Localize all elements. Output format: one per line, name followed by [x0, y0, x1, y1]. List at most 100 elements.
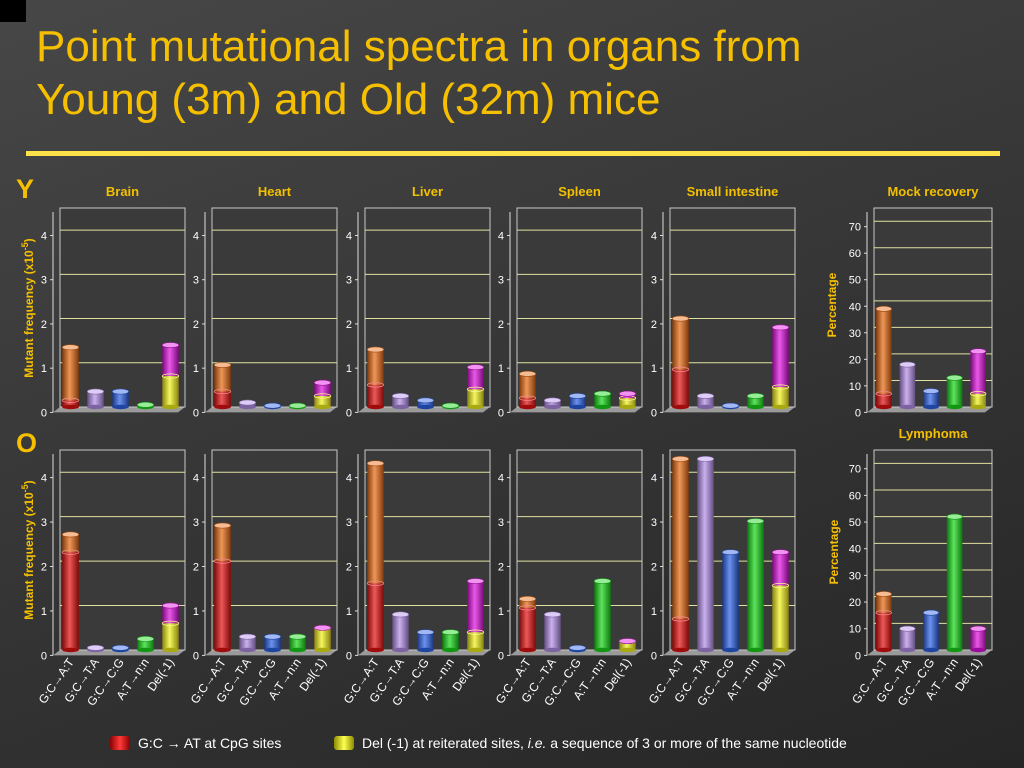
chart-o-col1-bar-del-1-base — [162, 647, 179, 653]
chart-y-liver-bar-g-c-a-t-base — [367, 404, 384, 410]
chart-o-col5-bar-del-1-subset — [772, 585, 789, 650]
chart-o-lymphoma-tick-label: 20 — [849, 597, 861, 609]
chart-o-col4-bar-del-1 — [618, 638, 637, 653]
chart-y-liver-bar-del-1-subset — [467, 389, 484, 407]
chart-y-brain-bar-del-1-cap — [161, 342, 180, 348]
chart-o-col2-bar-g-c-a-t-base — [214, 647, 231, 653]
chart-o-lymphoma-bar-a-t-n-n-base — [946, 647, 963, 653]
chart-o-col4-tick-label: 3 — [498, 517, 504, 529]
chart-y-heart-tick-label: 3 — [193, 275, 199, 287]
chart-o-col4-bar-a-t-n-n — [593, 578, 612, 653]
chart-y-spleen-tick-label: 2 — [498, 319, 504, 331]
chart-o-col2-bar-g-c-t-a-cap — [238, 633, 257, 640]
chart-y-mock-recovery-bar-g-c-t-a-base — [899, 404, 916, 410]
chart-y-liver: 0 1 2 3 4 Liver — [346, 184, 491, 419]
chart-o-col5-bar-del-1-base — [772, 647, 789, 653]
chart-o-col1-category-label: Del(-1) — [144, 656, 177, 694]
chart-o-col5-bar-g-c-a-t-body — [672, 458, 689, 650]
chart-y-brain-bar-g-c-a-t-subset-rim — [61, 397, 80, 403]
chart-o-col1-bar-g-c-a-t-subset — [62, 552, 79, 650]
chart-y-heart-tick-label: 4 — [193, 230, 199, 242]
chart-o-col4-tick-label: 1 — [498, 606, 504, 618]
chart-o-lymphoma-tick-label: 60 — [849, 490, 861, 502]
chart-o-col3-tick-label: 4 — [346, 473, 352, 485]
chart-o-col1-bar-g-c-t-a-cap — [86, 644, 105, 651]
chart-y-brain-tick-label: 0 — [41, 407, 47, 419]
chart-y-mock-recovery-bar-g-c-a-t — [875, 305, 892, 410]
chart-o-col4-tick-label: 2 — [498, 561, 504, 573]
chart-o-col2-bar-g-c-c-g-body — [264, 636, 281, 650]
chart-o-col5-bar-g-c-c-g-base — [722, 647, 739, 653]
chart-o-lymphoma-bar-g-c-t-a-cap — [899, 625, 916, 632]
chart-o-lymphoma-bar-del-1-body — [970, 628, 986, 650]
chart-o-lymphoma-bar-g-c-t-a — [899, 625, 916, 653]
chart-o-col4-bar-del-1-base — [619, 647, 636, 653]
chart-o-col3-bar-a-t-n-n-cap — [441, 629, 460, 636]
chart-o-col2-bar-g-c-a-t-subset — [214, 561, 231, 650]
chart-o-col5-bar-del-1-subset-rim — [771, 582, 790, 589]
chart-o-lymphoma-bar-g-c-c-g-cap — [922, 609, 940, 616]
chart-y-heart-bar-g-c-t-a — [238, 399, 257, 410]
chart-y-spleen-title: Spleen — [558, 184, 601, 199]
chart-y-heart-bar-del-1-subset — [314, 395, 331, 407]
chart-o-col1-bar-a-t-n-n — [136, 635, 155, 653]
chart-y-small-intestine-bar-a-t-n-n — [746, 393, 765, 410]
chart-o-col4-bar-g-c-c-g-cap — [568, 644, 587, 651]
chart-o-col4-bar-g-c-a-t-subset — [519, 607, 536, 650]
chart-o-col5-bar-a-t-n-n-body — [747, 521, 764, 650]
chart-y-liver-title: Liver — [412, 184, 443, 199]
chart-y-liver-bar-g-c-c-g-cap — [416, 397, 435, 404]
chart-o-lymphoma-bar-g-c-a-t-subset — [876, 612, 892, 650]
chart-y-brain-bar-g-c-a-t-cap — [61, 344, 80, 351]
chart-y-mock-recovery-bar-a-t-n-n-cap — [946, 374, 963, 381]
chart-o-col3-tick-label: 0 — [346, 650, 352, 662]
chart-y-small-intestine-bar-g-c-t-a-base — [697, 404, 714, 410]
chart-y-mock-recovery-tick-label: 0 — [855, 407, 861, 419]
y-axis-label-frequency: Mutant frequency (x10-5) — [20, 238, 36, 377]
chart-y-small-intestine-tick-label: 3 — [651, 275, 657, 287]
chart-y-spleen-tick-label: 0 — [498, 407, 504, 419]
chart-o-col2-bar-g-c-t-a-base — [239, 647, 256, 653]
chart-o-col2-bar-g-c-t-a-body — [239, 636, 256, 650]
chart-y-brain-tick-label: 2 — [41, 319, 47, 331]
legend-cpg: G:C → AT at CpG sites — [110, 735, 281, 751]
chart-o-col3-bar-del-1-subset-rim — [466, 629, 485, 635]
chart-o-col3-bar-g-c-a-t-cap — [366, 460, 385, 467]
legend-reiterated: Del (-1) at reiterated sites, i.e. a seq… — [334, 735, 847, 751]
chart-o-col2-bar-a-t-n-n — [288, 633, 307, 653]
chart-y-small-intestine-bar-g-c-c-g — [721, 402, 740, 410]
chart-o-col3-bar-g-c-c-g-base — [417, 647, 434, 653]
chart-y-mock-recovery-tick-label: 10 — [849, 381, 861, 393]
chart-y-brain-tick-label: 1 — [41, 363, 47, 375]
y-axis-label-percentage: Percentage — [827, 519, 841, 584]
chart-o-col4-bar-a-t-n-n-base — [594, 647, 611, 653]
chart-y-mock-recovery-tick-label: 30 — [849, 328, 861, 340]
chart-y-mock-recovery-bar-g-c-c-g-cap — [922, 388, 940, 394]
chart-o-col4-bar-g-c-a-t-base — [519, 647, 536, 653]
chart-y-brain-bar-g-c-t-a-base — [87, 404, 104, 410]
chart-y-mock-recovery-tick-label: 20 — [849, 354, 861, 366]
chart-y-heart-bar-del-1 — [313, 379, 332, 410]
chart-o-col3-bar-g-c-a-t-base — [367, 647, 384, 653]
chart-o-lymphoma-bar-g-c-t-a-body — [899, 628, 916, 650]
chart-y-spleen-bar-g-c-t-a — [543, 397, 562, 410]
chart-y-liver-bar-g-c-a-t-subset-rim — [366, 382, 385, 388]
chart-y-mock-recovery-bar-g-c-c-g — [922, 388, 940, 410]
y-axis-label-prefix: Mutant frequency (x10 — [22, 250, 36, 378]
chart-o-lymphoma-bar-g-c-a-t — [875, 591, 892, 653]
chart-y-heart-bar-g-c-c-g — [263, 402, 282, 410]
chart-y-mock-recovery-bar-del-1 — [970, 348, 987, 410]
chart-o-col2-tick-label: 4 — [193, 473, 199, 485]
chart-y-mock-recovery-tick-label: 60 — [849, 248, 861, 260]
chart-o-lymphoma: 010203040506070LymphomaG:C→A:TG:C→T:AG:C… — [849, 426, 993, 709]
chart-o-col1-bar-a-t-n-n-body — [137, 638, 154, 650]
chart-y-brain-bar-g-c-a-t-subset — [62, 400, 79, 407]
chart-o-col1-bar-del-1-cap — [161, 602, 180, 609]
chart-y-spleen-bar-g-c-a-t-subset — [519, 398, 536, 407]
row-label-o: O — [16, 428, 37, 458]
chart-y-spleen-bar-a-t-n-n-base — [594, 404, 611, 410]
chart-o-col4-bar-del-1-subset — [619, 641, 636, 650]
legend-reit-pre: Del (-1) at reiterated sites, — [362, 735, 528, 751]
chart-o-col2-bar-del-1 — [313, 624, 332, 653]
chart-y-small-intestine-bar-g-c-t-a-cap — [696, 393, 715, 399]
